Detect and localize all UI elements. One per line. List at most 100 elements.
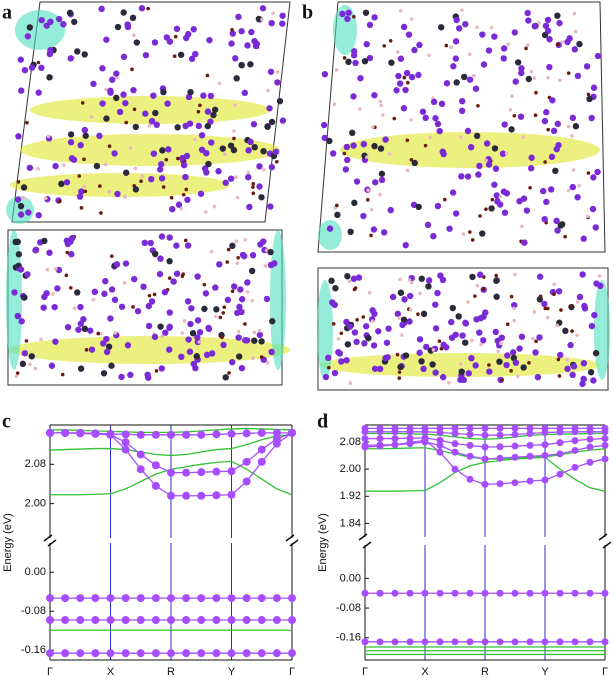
- atom: [330, 150, 337, 157]
- atom: [17, 202, 25, 210]
- atom: [460, 376, 468, 384]
- atom: [548, 153, 556, 161]
- atom: [431, 348, 436, 352]
- atom: [419, 108, 427, 115]
- atom: [577, 183, 581, 188]
- atom: [385, 325, 392, 332]
- atom: [248, 28, 255, 36]
- atom: [371, 142, 378, 150]
- atom: [147, 239, 154, 247]
- atom: [569, 304, 573, 308]
- band-marker: [436, 448, 444, 456]
- atom: [571, 168, 576, 172]
- panel-label: b: [302, 2, 313, 24]
- atom: [570, 134, 574, 138]
- atom: [204, 108, 212, 115]
- atom: [571, 46, 579, 53]
- band-marker: [496, 424, 504, 432]
- atom: [123, 195, 127, 199]
- atom: [96, 331, 101, 336]
- atom: [65, 250, 70, 255]
- atom: [402, 352, 410, 359]
- atom: [147, 293, 152, 298]
- atom: [68, 155, 76, 162]
- atom: [151, 333, 159, 341]
- band-marker: [257, 594, 266, 603]
- atom: [177, 51, 185, 58]
- atom: [194, 334, 201, 341]
- atom: [252, 330, 257, 335]
- atom: [251, 181, 256, 186]
- band-marker: [182, 430, 191, 439]
- band-marker: [511, 589, 519, 597]
- atom: [140, 174, 145, 178]
- atom: [193, 137, 197, 142]
- atom: [524, 46, 528, 51]
- band-marker: [526, 477, 534, 485]
- atom: [434, 120, 442, 128]
- band-marker: [182, 468, 191, 477]
- atom: [549, 97, 556, 104]
- atom: [350, 142, 357, 149]
- atom: [370, 319, 375, 323]
- atom: [77, 141, 84, 149]
- atom: [396, 80, 404, 87]
- atom: [122, 99, 129, 107]
- atom: [172, 54, 177, 58]
- atom: [157, 161, 165, 168]
- band-marker: [61, 594, 70, 603]
- atom: [198, 103, 202, 108]
- atom: [243, 337, 251, 344]
- band-line: [365, 432, 605, 440]
- band-marker: [466, 431, 474, 439]
- band-marker: [376, 428, 384, 436]
- atom: [184, 242, 192, 249]
- band-marker: [361, 589, 369, 597]
- atom: [525, 43, 530, 47]
- atom: [520, 224, 524, 229]
- atom: [147, 124, 152, 128]
- band-marker: [288, 428, 296, 437]
- x-tick-label: Γ: [47, 666, 53, 678]
- y-axis-title: Energy (eV): [317, 513, 329, 572]
- atom: [483, 140, 491, 147]
- atom: [99, 100, 106, 107]
- density-blob: [333, 5, 357, 55]
- atom: [458, 368, 465, 375]
- atom: [79, 206, 84, 210]
- atom: [372, 179, 379, 186]
- band-marker: [466, 638, 474, 646]
- atom: [423, 143, 428, 148]
- band-marker: [242, 457, 251, 466]
- atom: [387, 151, 392, 156]
- atom: [166, 309, 173, 316]
- atom: [247, 61, 254, 68]
- atom: [365, 155, 369, 159]
- axis-break: [358, 533, 372, 549]
- atom: [504, 151, 509, 156]
- atom: [588, 114, 595, 122]
- atom: [124, 21, 131, 28]
- atom: [275, 159, 279, 164]
- band-marker: [272, 439, 281, 448]
- band-marker: [151, 594, 160, 603]
- atom: [180, 331, 185, 335]
- atom: [476, 103, 480, 108]
- atom: [76, 193, 84, 200]
- band-marker: [466, 475, 474, 483]
- band-marker: [151, 461, 160, 470]
- atom: [544, 16, 552, 24]
- atom: [109, 76, 116, 83]
- band-marker: [182, 649, 191, 658]
- atom: [501, 209, 509, 216]
- atom: [118, 373, 125, 381]
- atom: [538, 294, 543, 299]
- atom: [51, 303, 58, 311]
- band-marker: [601, 589, 609, 597]
- atom: [575, 300, 580, 304]
- y-tick-label: -0.08: [21, 605, 46, 617]
- band-marker: [167, 649, 175, 658]
- atom: [176, 156, 180, 161]
- atom: [442, 197, 447, 202]
- atom: [565, 358, 570, 362]
